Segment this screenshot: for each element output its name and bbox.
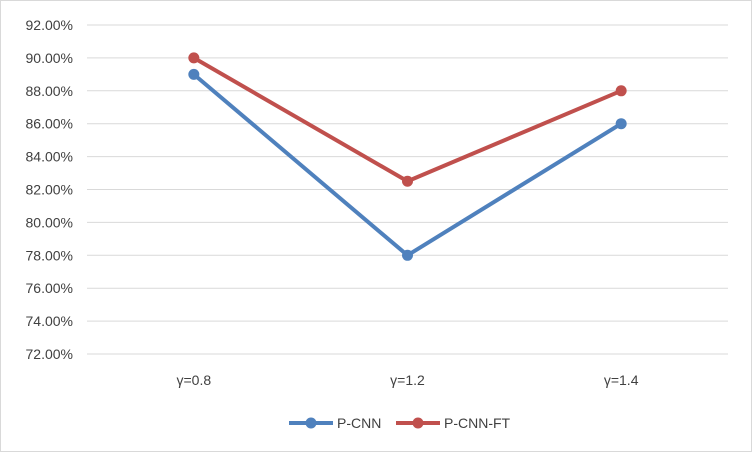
x-tick-label: γ=0.8 [177, 372, 212, 388]
y-tick-label: 86.00% [26, 116, 73, 132]
x-tick-label: γ=1.4 [604, 372, 639, 388]
data-point [402, 249, 413, 261]
data-point [615, 118, 627, 130]
legend-item: P-CNN-FT [396, 415, 511, 431]
legend: P-CNN P-CNN-FT [289, 415, 511, 431]
x-axis-tick-labels: γ=0.8 γ=1.2 γ=1.4 [177, 372, 639, 388]
y-tick-label: 78.00% [26, 247, 73, 263]
legend-label: P-CNN-FT [444, 415, 511, 431]
y-tick-label: 90.00% [26, 50, 73, 66]
series-p-cnn-ft [188, 52, 627, 187]
y-tick-label: 84.00% [26, 149, 73, 165]
y-axis-tick-labels: 72.00% 74.00% 76.00% 78.00% 80.00% 82.00% 84.0… [26, 17, 73, 362]
series-p-cnn [188, 68, 627, 261]
y-tick-label: 88.00% [26, 83, 73, 99]
x-tick-label: γ=1.2 [390, 372, 425, 388]
data-point [615, 85, 627, 97]
data-point [188, 68, 200, 80]
data-point [402, 175, 413, 187]
y-tick-label: 72.00% [26, 346, 73, 362]
legend-item: P-CNN [289, 415, 381, 431]
y-tick-label: 82.00% [26, 182, 73, 198]
y-tick-label: 74.00% [26, 313, 73, 329]
y-tick-label: 76.00% [26, 280, 73, 296]
data-point [188, 52, 200, 64]
legend-marker [412, 417, 424, 429]
legend-label: P-CNN [337, 415, 381, 431]
series-line [191, 72, 624, 258]
gridlines [87, 24, 728, 355]
y-tick-label: 92.00% [26, 17, 73, 33]
legend-marker [305, 417, 317, 429]
series-lines [188, 52, 627, 261]
y-tick-label: 80.00% [26, 214, 73, 230]
